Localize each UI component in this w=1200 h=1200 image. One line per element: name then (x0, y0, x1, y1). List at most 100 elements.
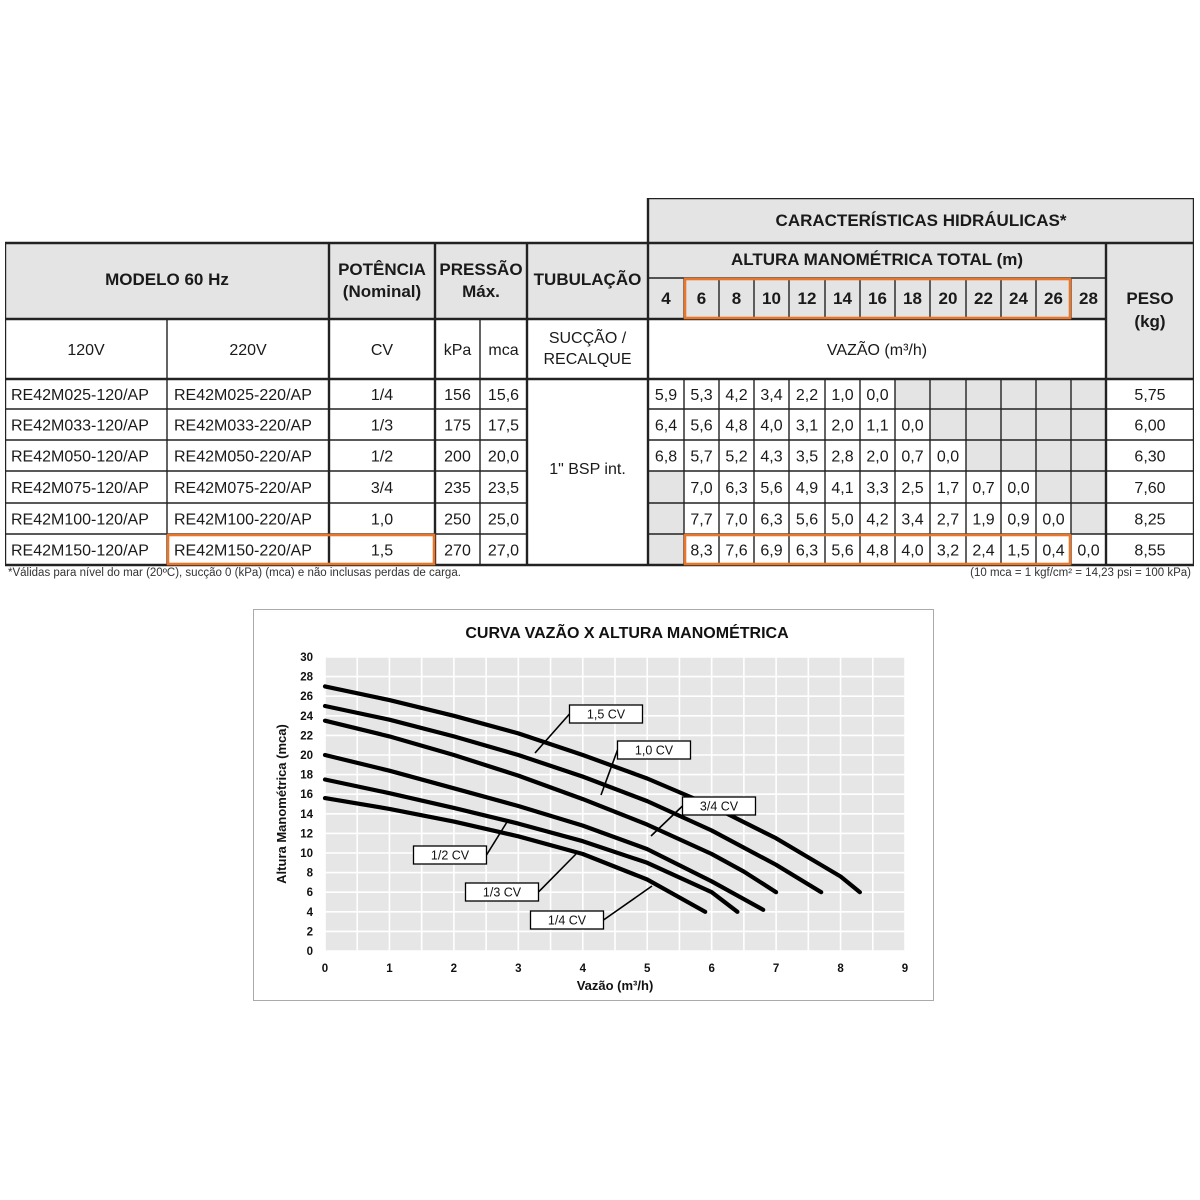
empty-flow-cell (1001, 409, 1036, 440)
curve-line (322, 718, 779, 895)
unit-power: CV (371, 342, 394, 359)
column-header-model: MODELO 60 Hz (105, 270, 229, 289)
flow-value: 5,2 (725, 449, 747, 466)
empty-flow-cell (1071, 503, 1106, 534)
pressure-kpa: 156 (444, 387, 471, 404)
x-tick-label: 7 (773, 963, 779, 975)
model-120v: RE42M033-120/AP (11, 418, 149, 435)
curve-line (322, 752, 766, 912)
flow-value: 1,0 (831, 387, 853, 404)
flow-value: 3,4 (901, 512, 923, 529)
flow-value: 6,3 (796, 543, 818, 560)
power-value: 1/2 (371, 449, 393, 466)
flow-value: 4,0 (760, 418, 782, 435)
head-flow-chart: CURVA VAZÃO X ALTURA MANOMÉTRICA02468101… (274, 622, 908, 993)
highlight-model-power (166, 533, 436, 566)
header-bg-left (5, 243, 648, 319)
flow-value: 6,3 (725, 480, 747, 497)
header-bg-hydraulic (648, 198, 1194, 243)
y-tick-label: 30 (300, 652, 313, 664)
weight-value: 8,25 (1134, 512, 1165, 529)
head-column-label: 24 (1009, 289, 1028, 308)
flow-value: 7,0 (725, 512, 747, 529)
y-tick-label: 28 (300, 672, 313, 684)
empty-flow-cell (648, 534, 684, 565)
x-tick-label: 8 (837, 963, 844, 975)
model-120v: RE42M025-120/AP (11, 387, 149, 404)
flow-value: 5,7 (690, 449, 712, 466)
power-value: 3/4 (371, 480, 393, 497)
power-value: 1,0 (371, 512, 393, 529)
flow-value: 4,9 (796, 480, 818, 497)
flow-value: 1,5 (1007, 543, 1029, 560)
empty-flow-cell (930, 409, 966, 440)
flow-value: 0,4 (1042, 543, 1064, 560)
flow-value: 2,8 (831, 449, 853, 466)
flow-value: 5,6 (796, 512, 818, 529)
model-120v: RE42M100-120/AP (11, 512, 149, 529)
highlight-head-range (683, 277, 1072, 320)
pipe-value: 1" BSP int. (549, 461, 626, 478)
y-tick-label: 6 (307, 887, 313, 899)
weight-value: 6,30 (1134, 449, 1165, 466)
flow-value: 2,7 (937, 512, 959, 529)
unit-pipe-sub: RECALQUE (543, 351, 631, 368)
unit-120v: 120V (67, 342, 105, 359)
x-tick-label: 6 (708, 963, 714, 975)
flow-value: 4,0 (901, 543, 923, 560)
y-axis-label: Altura Manométrica (mca) (274, 724, 289, 884)
flow-value: 3,2 (937, 543, 959, 560)
head-column-label: 28 (1079, 289, 1098, 308)
pressure-mca: 25,0 (488, 512, 519, 529)
y-tick-label: 18 (300, 770, 313, 782)
head-column-label: 4 (661, 289, 671, 308)
model-120v: RE42M050-120/AP (11, 449, 149, 466)
section-title: CARACTERÍSTICAS HIDRÁULICAS* (776, 211, 1067, 230)
head-column-label: 6 (697, 289, 706, 308)
empty-flow-cell (1071, 409, 1106, 440)
header-bg-heads (648, 243, 1106, 319)
y-tick-label: 22 (300, 730, 313, 742)
flow-value: 5,0 (831, 512, 853, 529)
y-tick-label: 10 (300, 848, 313, 860)
weight-value: 8,55 (1134, 543, 1165, 560)
unit-flow: VAZÃO (m³/h) (827, 339, 927, 359)
model-220v: RE42M075-220/AP (174, 480, 312, 497)
head-column-label: 16 (868, 289, 887, 308)
pressure-kpa: 200 (444, 449, 471, 466)
flow-value: 7,6 (725, 543, 747, 560)
empty-flow-cell (1036, 471, 1071, 503)
flow-value: 6,8 (655, 449, 677, 466)
power-value: 1,5 (371, 543, 393, 560)
flow-value: 1,9 (972, 512, 994, 529)
y-tick-label: 20 (300, 750, 313, 762)
model-220v: RE42M150-220/AP (174, 543, 312, 560)
specification-table: CARACTERÍSTICAS HIDRÁULICAS* ALTURA MANOM… (5, 198, 1194, 567)
y-tick-label: 26 (300, 691, 313, 703)
callout-leader (600, 749, 619, 796)
callout-leader (534, 713, 571, 754)
callout-box (681, 796, 757, 816)
flow-value: 6,4 (655, 418, 677, 435)
flow-value: 2,2 (796, 387, 818, 404)
empty-flow-cell (1036, 440, 1071, 471)
column-header-weight-sub: (kg) (1134, 312, 1165, 331)
chart-frame: CURVA VAZÃO X ALTURA MANOMÉTRICA 0 2 4 6 8 10 1… (253, 609, 934, 1001)
empty-flow-cell (1001, 440, 1036, 471)
power-value: 1/4 (371, 387, 393, 404)
flow-value: 2,0 (866, 449, 888, 466)
empty-flow-cell (1001, 379, 1036, 409)
flow-value: 3,4 (760, 387, 782, 404)
flow-value: 1,7 (937, 480, 959, 497)
x-tick-label: 3 (515, 963, 521, 975)
flow-value: 5,6 (760, 480, 782, 497)
series-label: 1,0 CV (635, 744, 674, 758)
column-header-power-sub: (Nominal) (343, 282, 421, 301)
flow-value: 0,9 (1007, 512, 1029, 529)
weight-value: 5,75 (1134, 387, 1165, 404)
curve-line (322, 796, 708, 914)
y-tick-label: 24 (300, 711, 313, 723)
empty-flow-cell (648, 503, 684, 534)
weight-value: 6,00 (1134, 418, 1165, 435)
empty-flow-cell (966, 440, 1001, 471)
